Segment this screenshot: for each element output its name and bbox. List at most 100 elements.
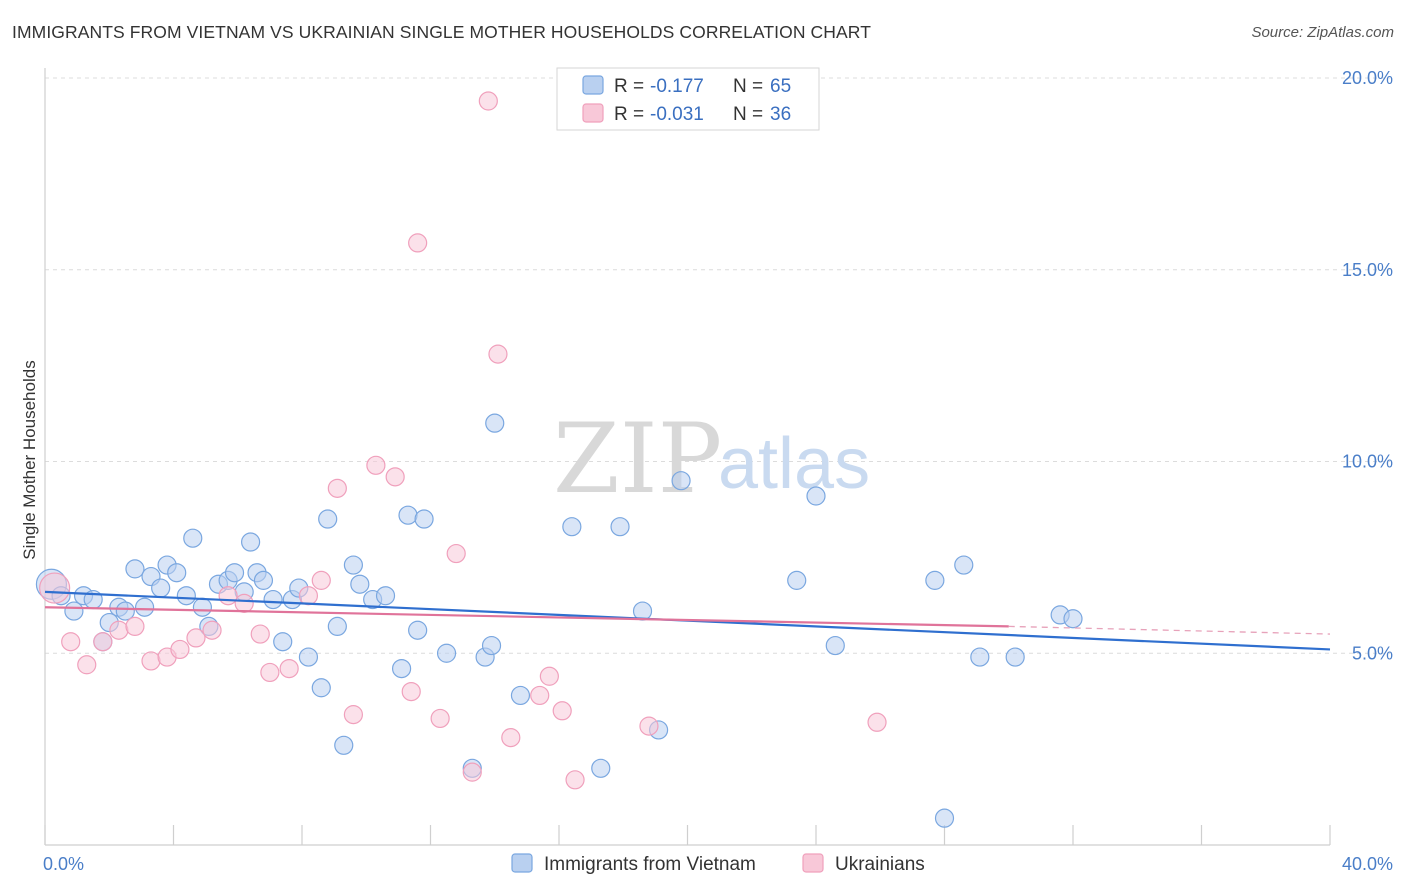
legend-box: R = -0.177 N = 65 R = -0.031 N = 36	[556, 67, 820, 131]
vietnam-point	[481, 635, 502, 656]
vietnam-point	[176, 586, 196, 606]
legend-r-value: -0.177	[650, 76, 704, 97]
vietnam-point	[327, 616, 347, 637]
vietnam-point	[343, 555, 363, 575]
vietnam-point	[562, 517, 582, 537]
y-tick-label: 20.0%	[1342, 68, 1393, 88]
axes: 5.0% 10.0% 15.0% 20.0% 0.0% 40.0%	[43, 68, 1393, 874]
legend-r-label: R =	[614, 76, 644, 97]
legend-n-label: N =	[733, 76, 763, 97]
vietnam-point	[510, 685, 531, 706]
vietnam-point	[350, 574, 370, 594]
vietnam-point	[436, 643, 457, 663]
legend-swatch	[582, 103, 604, 123]
vietnam-point	[925, 570, 945, 590]
ukrainian-point	[530, 685, 550, 706]
ukrainian-point	[170, 639, 190, 660]
ukrainian-point	[234, 593, 254, 613]
ukrainian-point	[186, 628, 206, 648]
ukrainian-point	[39, 572, 71, 604]
ukrainian-point	[279, 658, 299, 679]
vietnam-point	[224, 563, 245, 583]
ukrainian-point	[552, 701, 572, 721]
ukrainian-point	[298, 586, 319, 606]
ukrainian-point	[462, 762, 482, 782]
ukrainian-point	[77, 655, 97, 675]
ukrainian-point	[501, 728, 521, 748]
x-tick-label-end: 40.0%	[1342, 854, 1393, 874]
legend-n-label: N =	[733, 104, 763, 125]
ukrainian-point	[408, 233, 428, 253]
ukrainian-point	[93, 632, 113, 652]
vietnam-point	[1005, 647, 1025, 667]
vietnam-point	[253, 570, 274, 590]
ukrainian-point	[61, 632, 81, 652]
ukrainian-point	[385, 467, 405, 487]
bottom-legend-label: Immigrants from Vietnam	[544, 854, 756, 875]
ukrainian-point	[639, 716, 659, 736]
y-tick-label: 5.0%	[1352, 643, 1393, 663]
vietnam-point	[125, 559, 145, 579]
y-axis-label: Single Mother Households	[20, 360, 39, 559]
legend-r-label: R =	[614, 104, 644, 125]
vietnam-point	[806, 486, 826, 506]
vietnam-point	[334, 735, 354, 755]
vietnam-point	[398, 505, 418, 525]
vietnam-point	[298, 647, 319, 667]
watermark: ZIP atlas	[553, 403, 870, 515]
vietnam-point	[970, 647, 990, 667]
ukrainian-point	[539, 666, 559, 686]
vietnam-point	[934, 808, 955, 828]
vietnam-point	[263, 589, 283, 610]
vietnam-point	[183, 528, 203, 548]
vietnam-point	[192, 597, 213, 617]
legend-swatch	[582, 75, 604, 95]
bottom-legend-swatch	[802, 853, 824, 873]
y-tick-label: 10.0%	[1342, 452, 1393, 472]
x-tick-label-start: 0.0%	[43, 854, 84, 874]
ukrainian-point	[250, 624, 270, 644]
chart-title: IMMIGRANTS FROM VIETNAM VS UKRAINIAN SIN…	[12, 22, 872, 42]
chart-source: Source: ZipAtlas.com	[1251, 24, 1394, 41]
vietnam-point	[414, 509, 434, 529]
vietnam-point	[485, 413, 505, 433]
legend-r-value: -0.031	[650, 104, 704, 125]
ukrainian-point	[125, 616, 145, 637]
legend-n-value: 36	[770, 104, 791, 125]
ukrainian-point	[327, 478, 347, 498]
legend-n-value: 65	[770, 76, 791, 97]
ukrainian-point	[446, 543, 466, 564]
vietnam-point	[318, 509, 338, 529]
ukrainian-point	[401, 681, 421, 702]
ukrainian-trend-extension	[1008, 625, 1331, 635]
vietnam-point	[1063, 609, 1083, 629]
grid-lines	[45, 77, 1390, 654]
bottom-legend-label: Ukrainians	[835, 854, 925, 875]
vietnam-point	[391, 658, 412, 679]
ukrainian-point	[260, 662, 280, 683]
vietnam-point	[408, 620, 428, 640]
ukrainian-point	[202, 620, 222, 640]
vietnam-point	[311, 678, 331, 698]
ukrainian-point	[311, 570, 331, 590]
vietnam-point	[954, 555, 974, 575]
vietnam-point	[151, 578, 171, 598]
bottom-legend-swatch	[511, 853, 533, 873]
vietnam-point	[167, 563, 187, 583]
vietnam-point	[610, 517, 630, 537]
vietnam-point	[787, 570, 807, 590]
vietnam-point	[825, 635, 845, 656]
ukrainian-point	[343, 705, 363, 725]
ukrainian-point	[218, 586, 238, 606]
ukrainian-point	[141, 651, 161, 671]
vietnam-point	[591, 758, 611, 778]
ukrainian-point	[565, 770, 585, 790]
ukrainian-point	[478, 91, 498, 111]
vietnam-point	[115, 601, 135, 621]
watermark-zip: ZIP	[553, 403, 722, 515]
ukrainian-point	[366, 455, 386, 475]
vietnam-point	[273, 632, 293, 652]
vietnam-point	[64, 601, 84, 621]
vietnam-point	[134, 597, 155, 617]
trend-lines	[44, 590, 1331, 651]
